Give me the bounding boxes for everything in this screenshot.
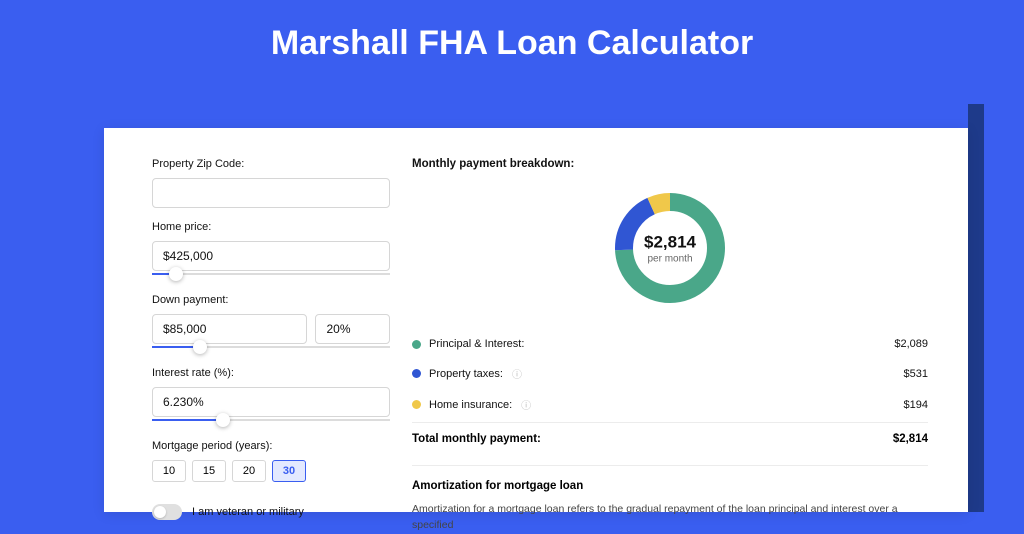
interest-rate-slider[interactable] (152, 419, 390, 427)
calculator-card: Property Zip Code: Home price: Down paym… (104, 128, 968, 512)
down-payment-pct-input[interactable] (315, 314, 390, 344)
legend-label: Home insurance: (429, 399, 512, 411)
breakdown-panel: Monthly payment breakdown: $2,814 per mo… (404, 128, 968, 512)
total-row: Total monthly payment: $2,814 (412, 423, 928, 459)
amortization-heading: Amortization for mortgage loan (412, 480, 928, 492)
zip-field: Property Zip Code: (152, 158, 390, 208)
home-price-slider[interactable] (152, 273, 390, 281)
interest-rate-label: Interest rate (%): (152, 367, 390, 379)
legend-value: $2,089 (894, 338, 928, 350)
home-price-field: Home price: (152, 221, 390, 281)
donut-amount: $2,814 (644, 233, 696, 253)
mortgage-period-label: Mortgage period (years): (152, 440, 390, 452)
zip-input[interactable] (152, 178, 390, 208)
interest-rate-field: Interest rate (%): (152, 367, 390, 427)
down-payment-slider[interactable] (152, 346, 390, 354)
legend: Principal & Interest: $2,089 Property taxe… (412, 330, 928, 420)
down-payment-label: Down payment: (152, 294, 390, 306)
info-icon[interactable]: ⓘ (521, 397, 531, 412)
legend-value: $194 (904, 399, 928, 411)
down-payment-amount-input[interactable] (152, 314, 307, 344)
legend-row-2: Home insurance: ⓘ $194 (412, 389, 928, 420)
legend-label: Principal & Interest: (429, 338, 524, 350)
period-10-button[interactable]: 10 (152, 460, 186, 482)
form-panel: Property Zip Code: Home price: Down paym… (104, 128, 404, 512)
page-title: Marshall FHA Loan Calculator (0, 24, 1024, 63)
home-price-input[interactable] (152, 241, 390, 271)
total-label: Total monthly payment: (412, 433, 541, 445)
down-payment-field: Down payment: (152, 294, 390, 354)
donut-chart-wrap: $2,814 per month (412, 186, 928, 310)
period-15-button[interactable]: 15 (192, 460, 226, 482)
hero-shadow-strip (968, 104, 984, 512)
hero-section: Marshall FHA Loan Calculator Property Zi… (0, 0, 1024, 512)
period-30-button[interactable]: 30 (272, 460, 306, 482)
amortization-text: Amortization for a mortgage loan refers … (412, 502, 928, 534)
legend-label: Property taxes: (429, 368, 503, 380)
amortization-section: Amortization for mortgage loan Amortizat… (412, 465, 928, 534)
veteran-toggle-row: I am veteran or military (152, 504, 390, 520)
legend-dot-icon (412, 400, 421, 409)
veteran-toggle-label: I am veteran or military (192, 506, 304, 518)
mortgage-period-field: Mortgage period (years): 10 15 20 30 (152, 440, 390, 482)
breakdown-heading: Monthly payment breakdown: (412, 158, 928, 170)
legend-row-0: Principal & Interest: $2,089 (412, 330, 928, 358)
legend-dot-icon (412, 369, 421, 378)
veteran-toggle[interactable] (152, 504, 182, 520)
total-value: $2,814 (893, 433, 928, 445)
donut-sub: per month (644, 254, 696, 265)
donut-center: $2,814 per month (644, 233, 696, 265)
home-price-label: Home price: (152, 221, 390, 233)
period-20-button[interactable]: 20 (232, 460, 266, 482)
legend-row-1: Property taxes: ⓘ $531 (412, 358, 928, 389)
legend-value: $531 (904, 368, 928, 380)
info-icon[interactable]: ⓘ (512, 366, 522, 381)
interest-rate-input[interactable] (152, 387, 390, 417)
legend-dot-icon (412, 340, 421, 349)
zip-label: Property Zip Code: (152, 158, 390, 170)
mortgage-period-options: 10 15 20 30 (152, 460, 390, 482)
